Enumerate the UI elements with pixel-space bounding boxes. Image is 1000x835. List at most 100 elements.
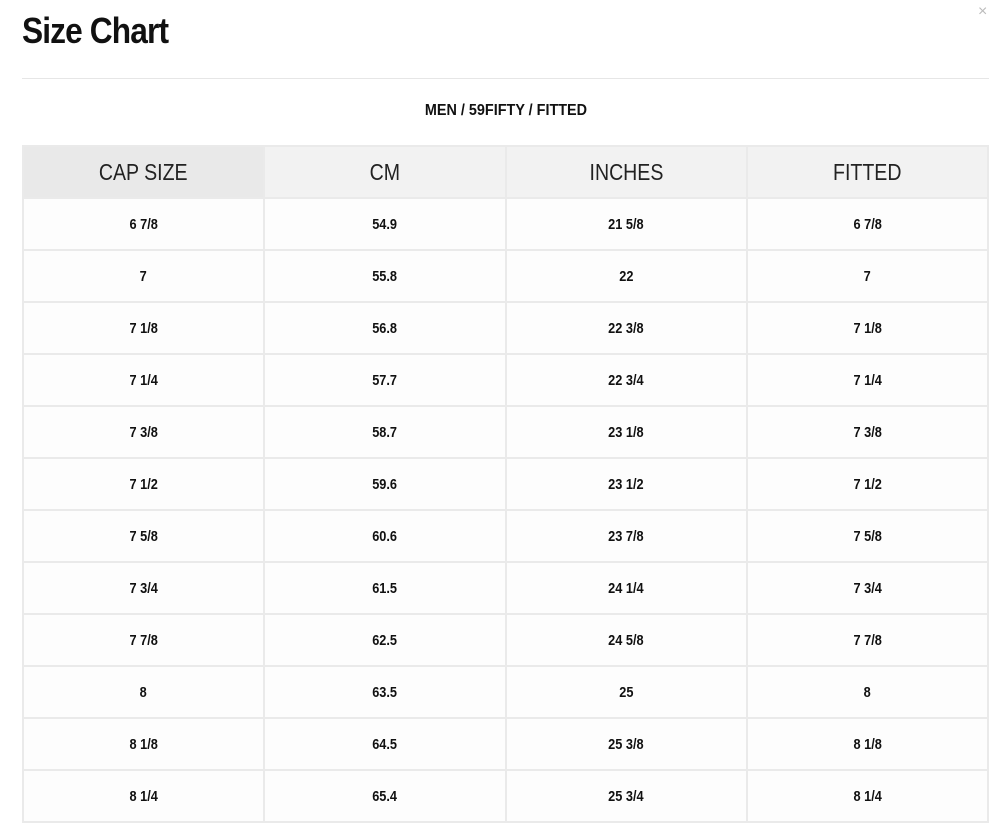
table-row: 7 3/4 61.5 24 1/4 7 3/4 [21,561,990,615]
cell-value: 22 3/8 [608,319,644,337]
column-header-label: CM [369,158,401,185]
cell-value: 57.7 [372,371,398,389]
table-cell: 23 1/8 [504,405,748,459]
cell-value: 7 3/8 [129,423,158,441]
divider [22,78,989,79]
table-row: 8 63.5 25 8 [21,665,990,719]
cell-value: 25 3/8 [608,735,644,753]
table-cell: 8 1/4 [21,769,266,823]
table-subtitle: MEN / 59FIFTY / FITTED [424,102,588,119]
table-cell: 24 5/8 [504,613,748,667]
cell-value: 7 1/4 [853,371,882,389]
cell-value: 7 1/4 [129,371,158,389]
cell-value: 23 1/8 [608,423,644,441]
cell-value: 8 1/4 [129,787,158,805]
cell-value: 24 1/4 [608,579,644,597]
table-cell: 22 3/4 [504,353,748,407]
table-cell: 7 1/2 [745,457,990,511]
table-cell: 7 5/8 [745,509,990,563]
cell-value: 7 7/8 [853,631,882,649]
table-cell: 23 7/8 [504,509,748,563]
table-row: 7 7/8 62.5 24 5/8 7 7/8 [21,613,990,667]
table-cell: 7 5/8 [21,509,266,563]
cell-value: 7 3/8 [853,423,882,441]
table-row: 7 1/2 59.6 23 1/2 7 1/2 [21,457,990,511]
cell-value: 25 [619,683,634,701]
table-cell: 61.5 [263,561,507,615]
cell-value: 8 [140,683,148,701]
cell-value: 54.9 [372,215,398,233]
table-row: 8 1/8 64.5 25 3/8 8 1/8 [21,717,990,771]
table-cell: 57.7 [263,353,507,407]
table-cell: 63.5 [263,665,507,719]
table-cell: 8 [21,665,266,719]
cell-value: 7 1/2 [129,475,158,493]
table-cell: 22 3/8 [504,301,748,355]
table-cell: 23 1/2 [504,457,748,511]
cell-value: 64.5 [372,735,398,753]
cell-value: 7 5/8 [129,527,158,545]
table-cell: 54.9 [263,197,507,251]
cell-value: 7 3/4 [853,579,882,597]
table-cell: 60.6 [263,509,507,563]
column-header-label: FITTED [833,158,902,185]
cell-value: 7 5/8 [853,527,882,545]
table-cell: 6 7/8 [21,197,266,251]
table-cell: 7 1/4 [745,353,990,407]
table-cell: 8 1/8 [745,717,990,771]
header-row: CAP SIZE CM INCHES FITTED [21,145,990,199]
table-cell: 7 3/8 [745,405,990,459]
cell-value: 7 [140,267,148,285]
table-cell: 7 7/8 [745,613,990,667]
close-icon[interactable]: × [978,3,988,20]
table-cell: 7 [21,249,266,303]
cell-value: 7 3/4 [129,579,158,597]
table-cell: 8 [745,665,990,719]
table-row: 7 1/8 56.8 22 3/8 7 1/8 [21,301,990,355]
cell-value: 8 1/8 [129,735,158,753]
cell-value: 22 3/4 [608,371,644,389]
cell-value: 62.5 [372,631,398,649]
cell-value: 23 7/8 [608,527,644,545]
cell-value: 8 1/8 [853,735,882,753]
table-row: 7 3/8 58.7 23 1/8 7 3/8 [21,405,990,459]
table-row: 7 1/4 57.7 22 3/4 7 1/4 [21,353,990,407]
page-title: Size Chart [22,10,169,51]
column-header: FITTED [745,145,990,199]
table-cell: 7 3/4 [21,561,266,615]
table-cell: 65.4 [263,769,507,823]
column-header: CAP SIZE [21,145,266,199]
size-chart-table: CAP SIZE CM INCHES FITTED 6 7/8 54.9 21 5/8 6 … [21,145,990,823]
table-cell: 25 [504,665,748,719]
table-cell: 24 1/4 [504,561,748,615]
cell-value: 60.6 [372,527,398,545]
table-cell: 7 1/8 [745,301,990,355]
column-header-label: INCHES [589,158,664,185]
cell-value: 6 7/8 [129,215,158,233]
cell-value: 21 5/8 [608,215,644,233]
column-header: INCHES [504,145,748,199]
cell-value: 61.5 [372,579,398,597]
column-header: CM [263,145,507,199]
table-cell: 22 [504,249,748,303]
table-cell: 21 5/8 [504,197,748,251]
cell-value: 55.8 [372,267,398,285]
table-cell: 7 7/8 [21,613,266,667]
cell-value: 8 [863,683,871,701]
table-cell: 25 3/4 [504,769,748,823]
table-cell: 8 1/4 [745,769,990,823]
table-cell: 64.5 [263,717,507,771]
table-row: 6 7/8 54.9 21 5/8 6 7/8 [21,197,990,251]
cell-value: 7 1/8 [129,319,158,337]
table-cell: 59.6 [263,457,507,511]
table-cell: 7 3/4 [745,561,990,615]
table-cell: 7 [745,249,990,303]
cell-value: 65.4 [372,787,398,805]
cell-value: 56.8 [372,319,398,337]
cell-value: 7 7/8 [129,631,158,649]
table-cell: 8 1/8 [21,717,266,771]
table-row: 7 5/8 60.6 23 7/8 7 5/8 [21,509,990,563]
cell-value: 25 3/4 [608,787,644,805]
cell-value: 7 1/2 [853,475,882,493]
table-cell: 62.5 [263,613,507,667]
